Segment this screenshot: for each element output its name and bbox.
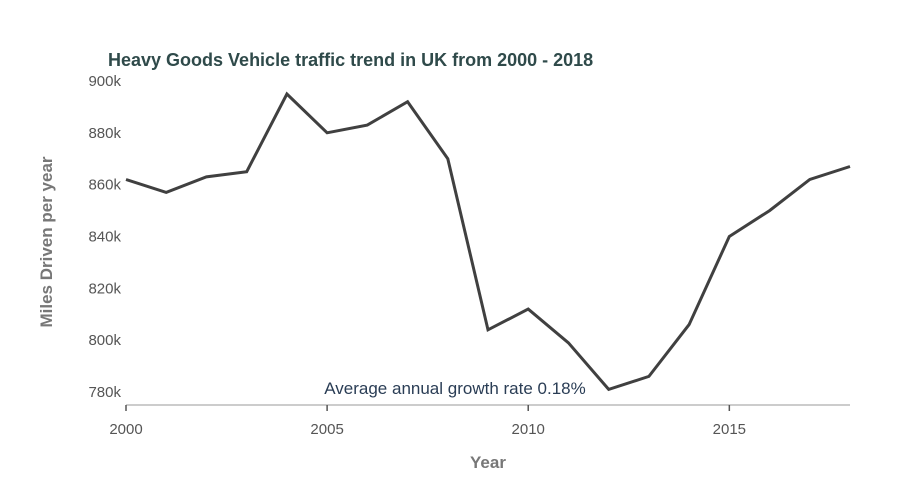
y-tick-label: 860k [88, 177, 121, 194]
y-tick-label: 800k [88, 332, 121, 349]
y-axis: 780k 800k 820k 840k 860k 880k 900k [88, 73, 121, 401]
x-tick-label: 2000 [109, 421, 142, 438]
y-tick-label: 900k [88, 73, 121, 90]
y-axis-title: Miles Driven per year [37, 156, 56, 327]
y-tick-label: 780k [88, 384, 121, 401]
x-axis: 2000 2005 2010 2015 [109, 404, 850, 438]
series-layer [125, 91, 851, 392]
growth-rate-annotation: Average annual growth rate 0.18% [324, 379, 585, 398]
y-tick-label: 840k [88, 229, 121, 246]
series-line [125, 91, 851, 392]
x-tick-label: 2005 [310, 421, 343, 438]
x-tick-label: 2010 [512, 421, 545, 438]
chart-title: Heavy Goods Vehicle traffic trend in UK … [108, 50, 593, 70]
x-tick-label: 2015 [713, 421, 746, 438]
y-tick-label: 880k [88, 125, 121, 142]
y-tick-label: 820k [88, 280, 121, 297]
x-axis-title: Year [470, 453, 506, 472]
